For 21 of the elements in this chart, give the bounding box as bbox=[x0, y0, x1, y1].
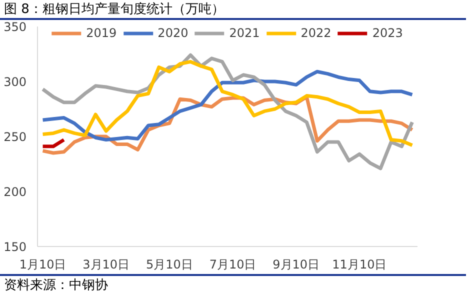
line-series bbox=[41, 70, 414, 142]
legend-label: 2019 bbox=[86, 26, 117, 40]
y-tick-label: 350 bbox=[4, 20, 26, 34]
x-tick-label: 7月10日 bbox=[209, 258, 256, 272]
legend-label: 2020 bbox=[158, 26, 188, 40]
legend-label: 2021 bbox=[229, 26, 260, 40]
x-tick-label: 1月10日 bbox=[19, 258, 66, 272]
legend-label: 2022 bbox=[300, 26, 332, 40]
line-series bbox=[41, 60, 414, 148]
y-tick-label: 150 bbox=[4, 240, 26, 254]
y-tick-label: 300 bbox=[4, 75, 26, 89]
x-tick-label: 5月10日 bbox=[146, 258, 193, 272]
x-tick-label: 9月10日 bbox=[272, 258, 320, 272]
y-tick-label: 250 bbox=[4, 130, 26, 144]
line-series bbox=[41, 53, 414, 170]
text: 资料来源：中钢协 bbox=[4, 277, 108, 295]
x-tick-label: 11月10日 bbox=[332, 258, 387, 272]
legend-label: 2023 bbox=[372, 26, 403, 40]
x-tick-label: 3月10日 bbox=[82, 258, 130, 272]
chart-title: 图 8：粗钢日均产量旬度统计（万吨） bbox=[4, 1, 224, 19]
y-tick-label: 200 bbox=[4, 185, 26, 199]
